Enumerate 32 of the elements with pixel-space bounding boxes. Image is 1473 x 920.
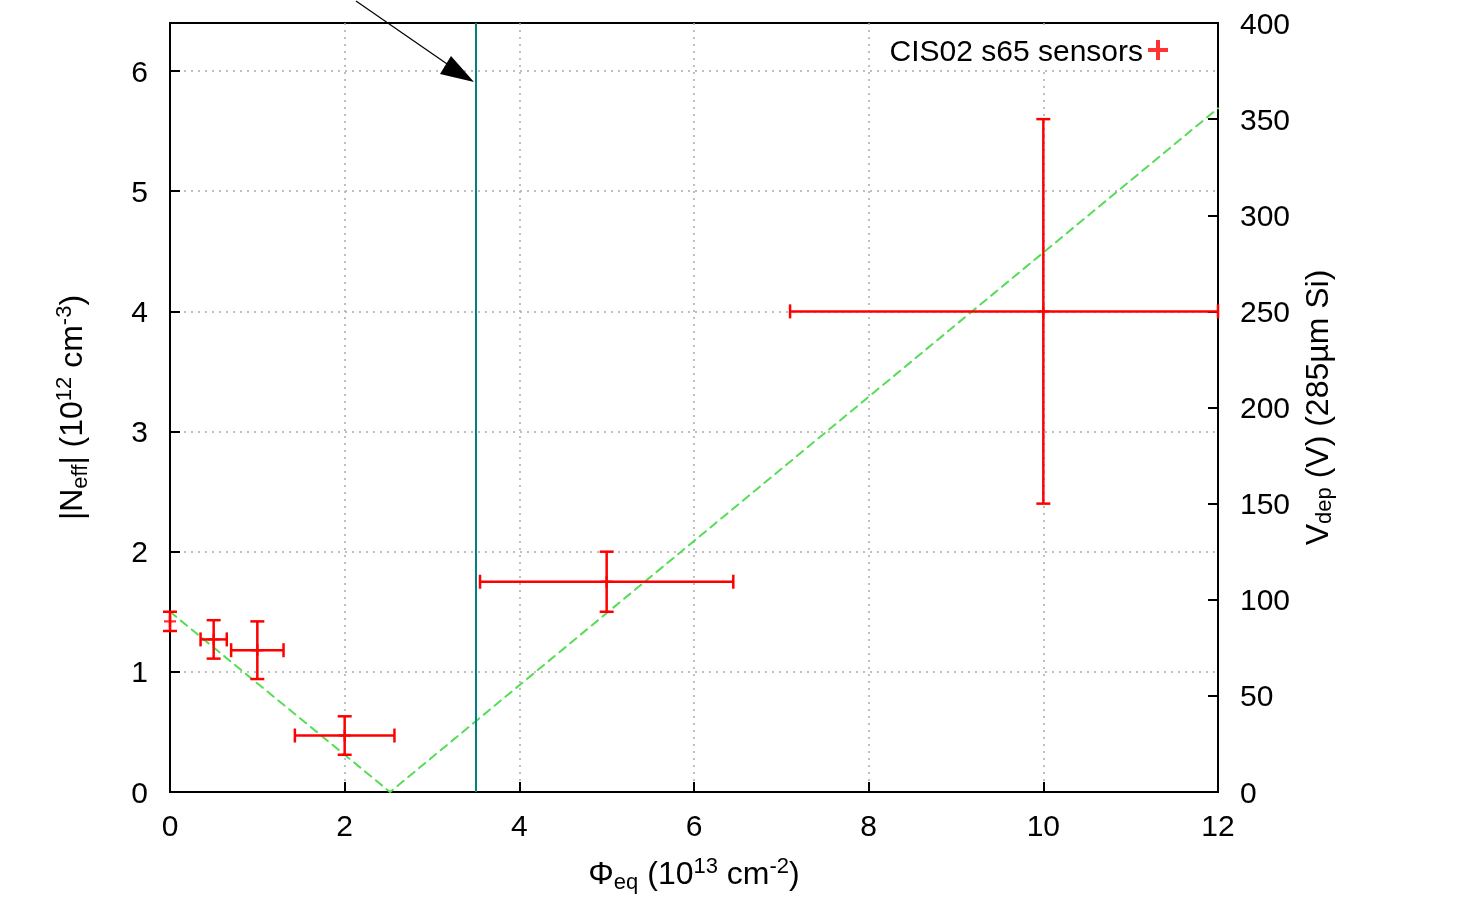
y-tick-label: 3 <box>131 415 148 449</box>
y2-tick-label: 200 <box>1240 391 1291 424</box>
y-tick-label: 2 <box>131 535 148 569</box>
point <box>600 575 613 588</box>
y2-tick-label: 300 <box>1240 198 1291 232</box>
y-tick-label: 1 <box>131 655 148 689</box>
x-tick-label: 8 <box>860 808 878 842</box>
y-axis-title: |Neff| (1012 cm-3) <box>50 294 92 521</box>
y2-tick-label: 250 <box>1240 294 1291 328</box>
x-tick-label: 6 <box>685 808 703 842</box>
point <box>338 729 351 742</box>
y2-tick-label: 50 <box>1240 679 1274 713</box>
point <box>1037 305 1050 318</box>
x-tick-label: 2 <box>336 808 354 842</box>
legend-label: CIS02 s65 sensors <box>889 33 1143 67</box>
x-tick-label: 10 <box>1026 808 1061 842</box>
y2-tick-label: 350 <box>1240 102 1291 136</box>
y2-axis-title: Vdep (V) (285µm Si) <box>1298 269 1337 546</box>
y2-tick-label: 0 <box>1240 775 1257 809</box>
point <box>207 633 220 646</box>
x-tick-label: 0 <box>161 808 179 842</box>
y2-tick-label: 150 <box>1240 487 1291 521</box>
y2-tick-label: 400 <box>1240 6 1291 40</box>
x-tick-label: 4 <box>510 808 528 842</box>
y-tick-label: 6 <box>131 54 148 88</box>
y2-tick-label: 100 <box>1240 583 1291 617</box>
point <box>251 644 264 657</box>
x-tick-label: 12 <box>1201 808 1235 842</box>
y-tick-label: 0 <box>131 775 148 809</box>
y-tick-label: 5 <box>131 174 148 208</box>
point <box>164 615 176 628</box>
y-tick-label: 4 <box>131 294 148 328</box>
